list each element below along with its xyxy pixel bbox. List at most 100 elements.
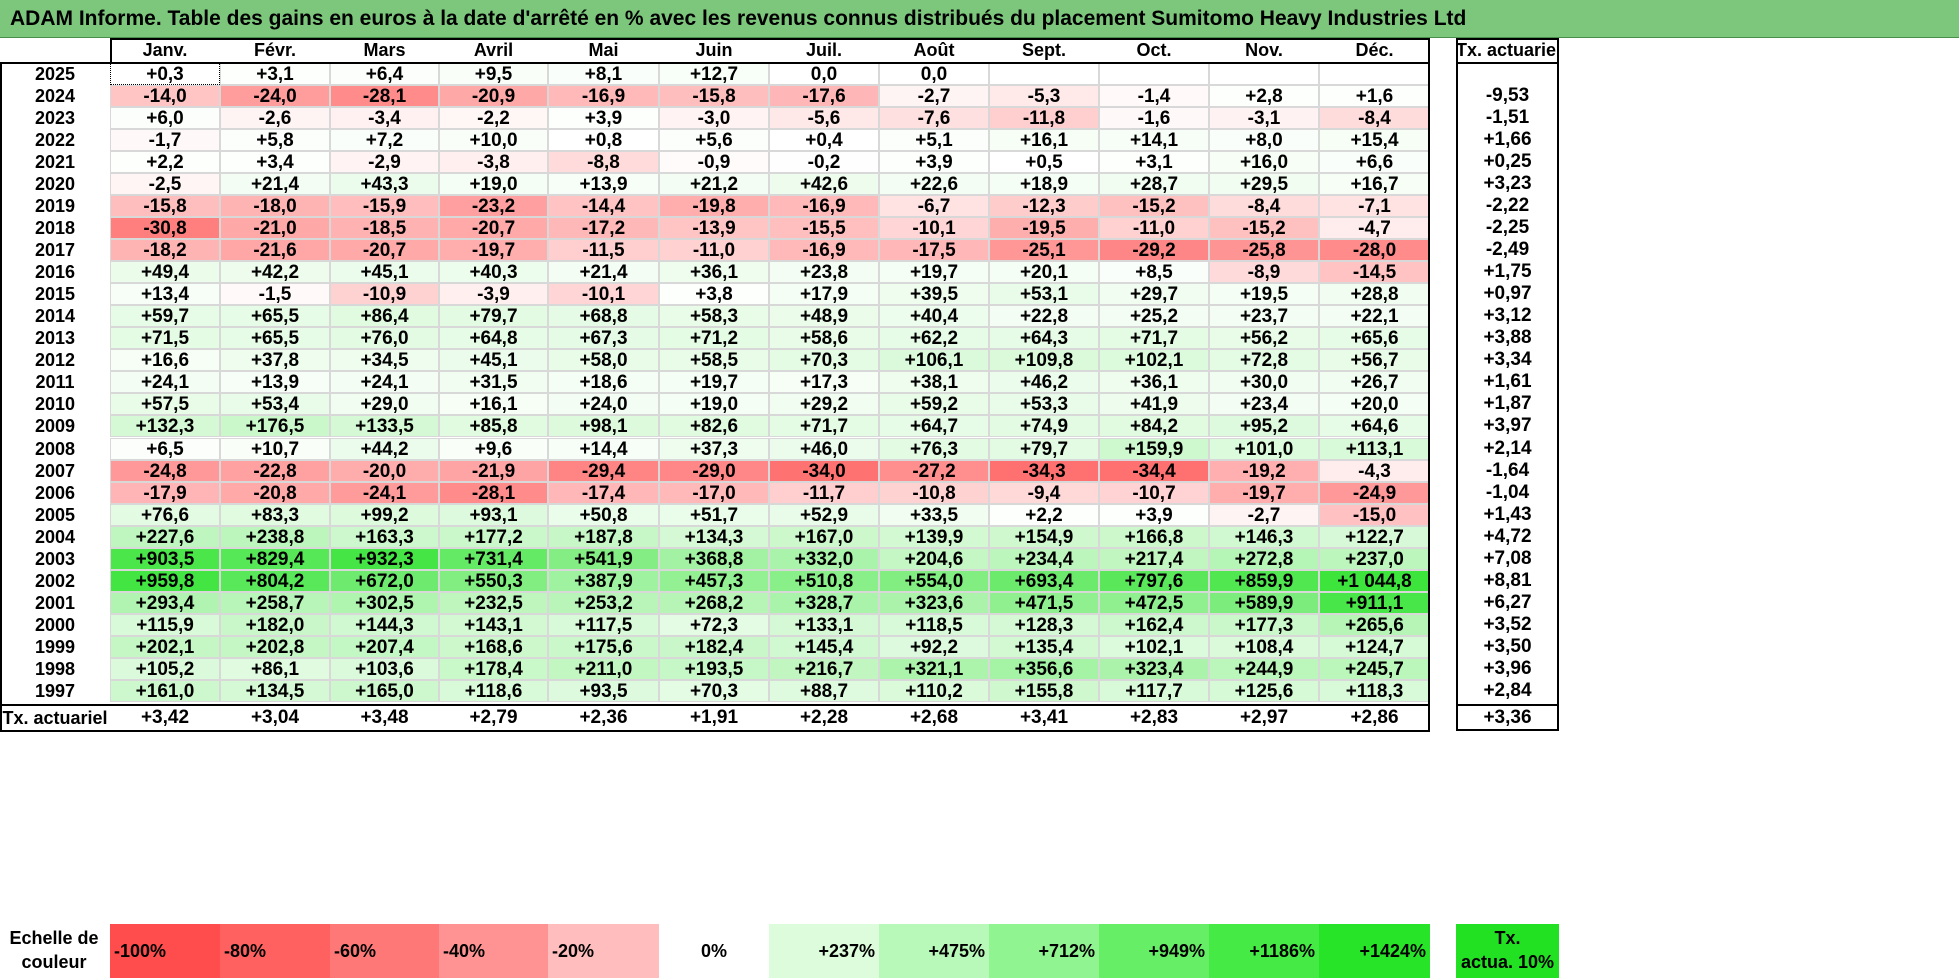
- gain-cell: +22,6: [879, 173, 989, 196]
- gain-cell: -24,9: [1319, 481, 1430, 504]
- gain-cell: -20,7: [330, 239, 439, 262]
- gain-cell: +50,8: [548, 503, 659, 526]
- gain-cell: +42,6: [769, 173, 879, 196]
- year-label: 2021: [34, 152, 76, 173]
- gain-cell: +258,7: [220, 591, 330, 614]
- gain-cell: +21,4: [548, 261, 659, 284]
- year-label: 2005: [34, 504, 76, 525]
- gain-cell: +53,3: [989, 393, 1099, 416]
- year-label: 2025: [34, 64, 76, 84]
- gain-cell: +9,6: [439, 437, 548, 460]
- gain-cell: +143,1: [439, 613, 548, 636]
- gain-cell: -2,2: [439, 107, 548, 130]
- gain-cell: -28,1: [330, 85, 439, 108]
- tx-actuariel-cell: +4,72: [1483, 525, 1532, 547]
- gain-cell: +12,7: [659, 63, 769, 86]
- gain-cell: +23,7: [1209, 305, 1319, 328]
- tx-actuariel-cell: +7,08: [1483, 547, 1532, 569]
- gain-cell: +323,6: [879, 591, 989, 614]
- month-header-9: Oct.: [1136, 40, 1172, 60]
- gain-cell: +22,1: [1319, 305, 1430, 328]
- gain-cell: -15,0: [1319, 503, 1430, 526]
- gain-cell: -12,3: [989, 195, 1099, 218]
- legend-swatch: +1186%: [1209, 924, 1319, 978]
- gain-cell: -19,8: [659, 195, 769, 218]
- gain-cell: +86,4: [330, 305, 439, 328]
- gain-cell: +42,2: [220, 261, 330, 284]
- year-label: 2008: [34, 438, 76, 459]
- gain-cell: +804,2: [220, 569, 330, 592]
- gain-cell: +105,2: [110, 657, 220, 680]
- gain-cell: +175,6: [548, 635, 659, 658]
- gain-cell: +17,3: [769, 371, 879, 394]
- gain-cell: +65,5: [220, 327, 330, 350]
- gain-cell: +6,4: [330, 63, 439, 86]
- gain-cell: +84,2: [1099, 415, 1209, 438]
- footer-tx-cell: +2,36: [579, 707, 628, 728]
- month-header-3: Avril: [473, 40, 514, 60]
- gain-cell: +76,0: [330, 327, 439, 350]
- month-header-7: Août: [913, 40, 955, 60]
- gain-cell: +70,3: [659, 679, 769, 702]
- gain-cell: -4,7: [1319, 217, 1430, 240]
- year-label: 2023: [34, 108, 76, 129]
- gain-cell: +71,5: [110, 327, 220, 350]
- gain-cell: +56,2: [1209, 327, 1319, 350]
- gain-cell: +70,3: [769, 349, 879, 372]
- gain-cell: +86,1: [220, 657, 330, 680]
- gain-cell: +64,7: [879, 415, 989, 438]
- tx-actuariel-cell: +1,75: [1483, 261, 1532, 283]
- gain-cell: -5,3: [989, 85, 1099, 108]
- gain-cell: +125,6: [1209, 679, 1319, 702]
- gain-cell: +22,8: [989, 305, 1099, 328]
- gain-cell: +9,5: [439, 63, 548, 86]
- month-header-0: Janv.: [142, 40, 188, 60]
- gain-cell: +163,3: [330, 525, 439, 548]
- gain-cell: +16,7: [1319, 173, 1430, 196]
- gain-cell: -0,9: [659, 151, 769, 174]
- footer-tx-cell: +2,28: [799, 707, 849, 728]
- gain-cell: +113,1: [1319, 437, 1430, 460]
- gain-cell: -7,1: [1319, 195, 1430, 218]
- gain-cell: +24,1: [110, 371, 220, 394]
- gain-cell: -16,9: [548, 85, 659, 108]
- gain-cell: +472,5: [1099, 591, 1209, 614]
- gain-cell: 0,0: [769, 63, 879, 86]
- gain-cell: +48,9: [769, 305, 879, 328]
- gain-cell: +115,9: [110, 613, 220, 636]
- gain-cell: +18,9: [989, 173, 1099, 196]
- gain-cell: -10,1: [548, 283, 659, 306]
- gain-cell: -15,8: [110, 195, 220, 218]
- gain-cell: +227,6: [110, 525, 220, 548]
- month-header-11: Déc.: [1355, 40, 1394, 60]
- tx-actuariel-cell: +1,61: [1483, 371, 1532, 393]
- gain-cell: +8,0: [1209, 129, 1319, 152]
- year-label: 2004: [34, 526, 76, 547]
- gain-cell: -34,3: [989, 459, 1099, 482]
- gain-cell: +3,1: [220, 63, 330, 86]
- gain-cell: -9,4: [989, 481, 1099, 504]
- gain-cell: +64,3: [989, 327, 1099, 350]
- gain-cell: -11,5: [548, 239, 659, 262]
- gain-cell: +7,2: [330, 129, 439, 152]
- gain-cell: +911,1: [1319, 591, 1430, 614]
- gain-cell: -29,4: [548, 459, 659, 482]
- month-header-1: Févr.: [253, 40, 297, 60]
- gain-cell: +6,6: [1319, 151, 1430, 174]
- gain-cell: +1,6: [1319, 85, 1430, 108]
- gain-cell: -20,0: [330, 459, 439, 482]
- gain-cell: +207,4: [330, 635, 439, 658]
- gain-cell: +128,3: [989, 613, 1099, 636]
- year-label: 2022: [34, 130, 76, 151]
- gain-cell: +154,9: [989, 525, 1099, 548]
- gain-cell: +232,5: [439, 591, 548, 614]
- gain-cell: +134,5: [220, 679, 330, 702]
- gain-cell: -19,5: [989, 217, 1099, 240]
- gain-cell: +18,6: [548, 371, 659, 394]
- gain-cell: -11,0: [1099, 217, 1209, 240]
- gain-cell: -21,9: [439, 459, 548, 482]
- gain-cell: +3,9: [1099, 503, 1209, 526]
- gain-cell: +38,1: [879, 371, 989, 394]
- gain-cell: +167,0: [769, 525, 879, 548]
- gain-cell: +76,3: [879, 437, 989, 460]
